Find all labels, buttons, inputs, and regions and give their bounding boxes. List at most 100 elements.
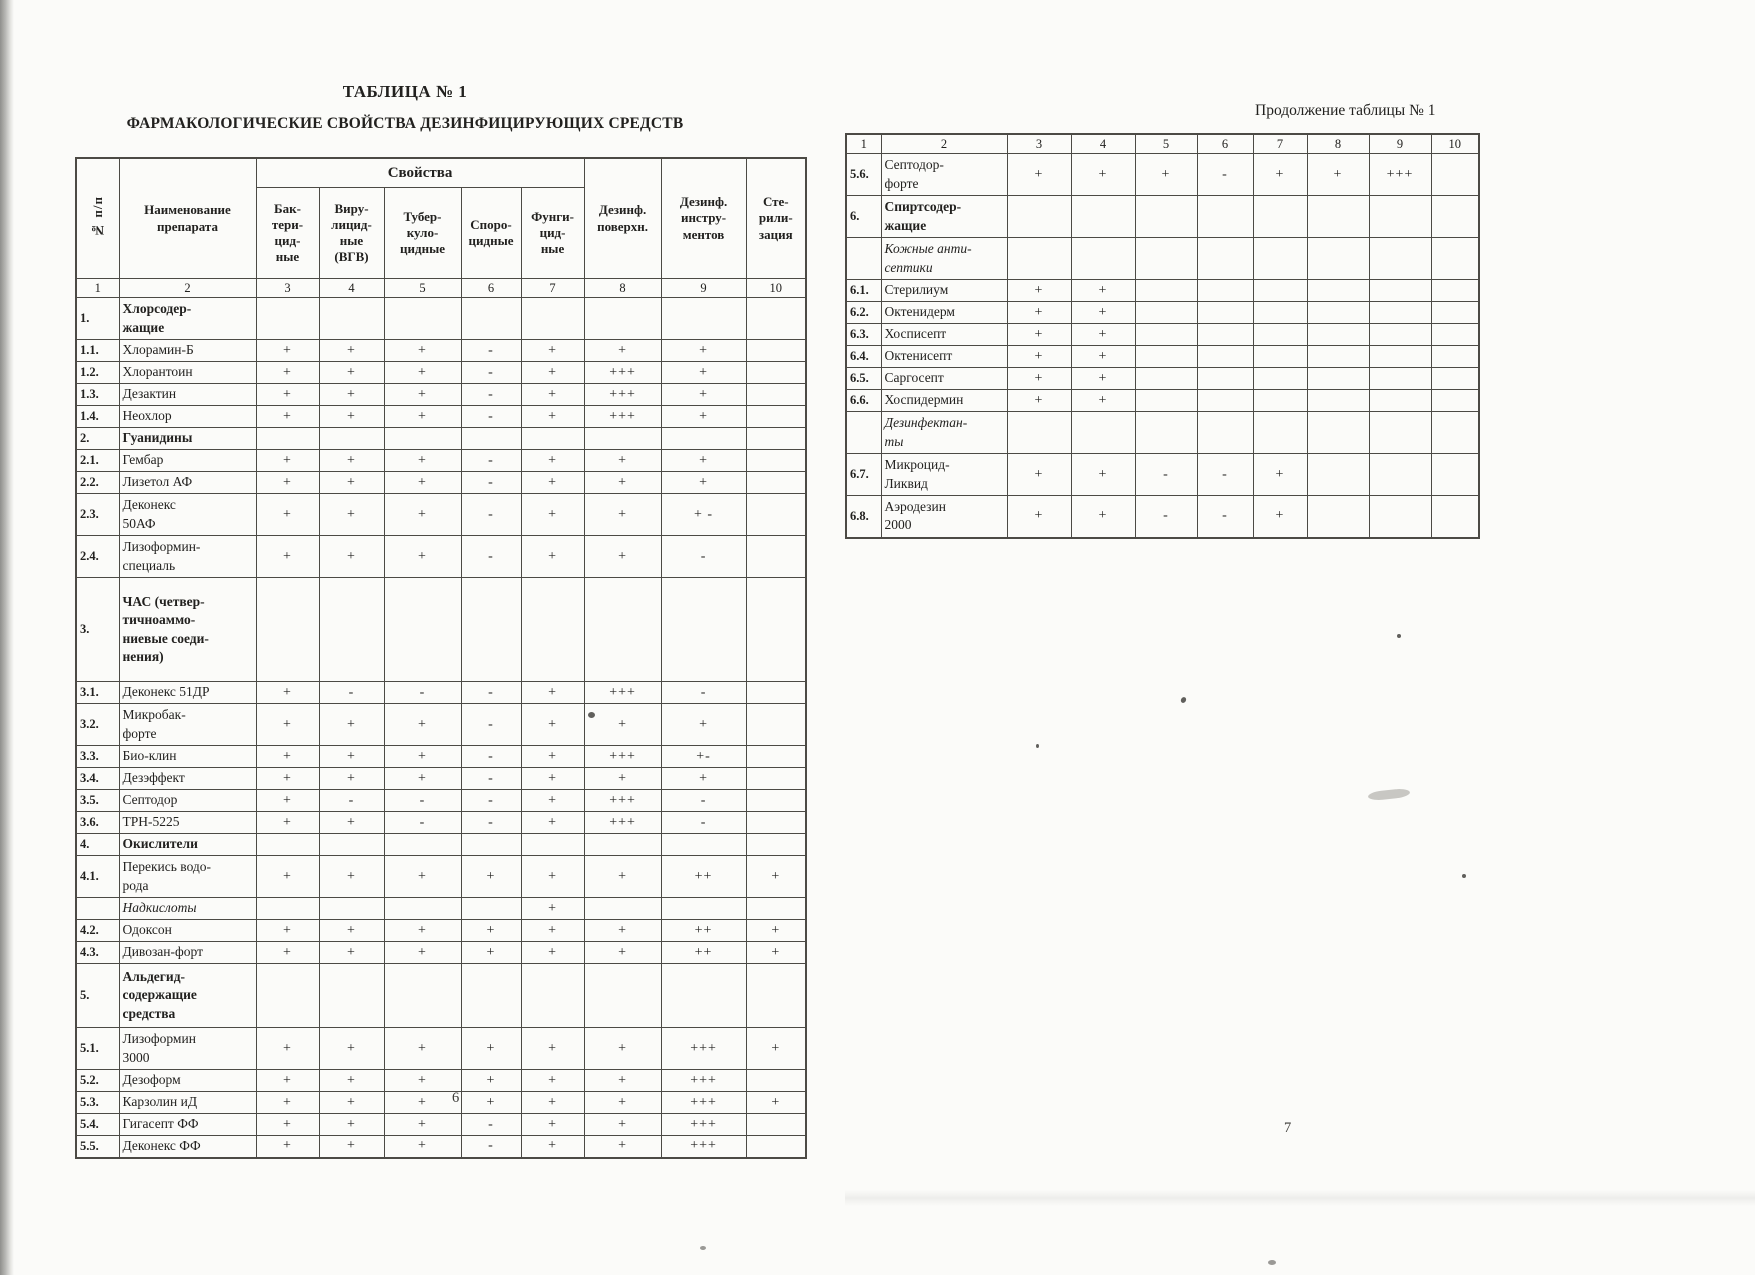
- property-value: +: [383, 941, 462, 964]
- property-value: -: [1196, 153, 1254, 196]
- row-number: 3.3.: [75, 745, 120, 768]
- preparation-name: ТРН-5225: [118, 811, 257, 834]
- property-value: [1196, 345, 1254, 368]
- property-value: +: [520, 767, 585, 790]
- property-value: [1134, 411, 1198, 454]
- property-value: [1070, 195, 1136, 238]
- ink-blot: [1036, 744, 1039, 748]
- property-value: +++: [583, 681, 662, 704]
- property-value: [1306, 453, 1370, 496]
- property-value: [745, 1135, 807, 1158]
- preparation-name: Спиртсодер- жащие: [880, 195, 1008, 238]
- property-value: [460, 963, 522, 1028]
- column-numbers-row: 1 2 3 4 5 6 7 8 9 10: [845, 133, 1480, 154]
- property-value: -: [460, 493, 522, 536]
- property-value: [1306, 389, 1370, 412]
- table-row: 5.1. Лизоформин 3000 + + + + + + +++ +: [75, 1027, 807, 1070]
- property-value: [1134, 367, 1198, 390]
- property-value: +: [583, 941, 662, 964]
- property-value: +: [383, 703, 462, 746]
- property-value: [745, 339, 807, 362]
- property-value: +: [520, 535, 585, 578]
- table-row: 2.2. Лизетол АФ + + + - + + +: [75, 471, 807, 494]
- row-number: 1.: [75, 297, 120, 340]
- table-row: 3.6. ТРН-5225 + + - - + +++ -: [75, 811, 807, 834]
- property-value: [383, 897, 462, 920]
- preparation-name: Хлорамин-Б: [118, 339, 257, 362]
- property-value: +: [1134, 153, 1198, 196]
- table-row: 5. Альдегид- содержащие средства: [75, 963, 807, 1028]
- property-value: -: [1196, 495, 1254, 538]
- property-value: -: [660, 535, 747, 578]
- property-value: [318, 577, 385, 682]
- property-value: +: [255, 1069, 320, 1092]
- row-number: 2.2.: [75, 471, 120, 494]
- property-value: +: [1070, 301, 1136, 324]
- property-value: +: [1252, 495, 1308, 538]
- continuation-title: Продолжение таблицы № 1: [1255, 102, 1436, 119]
- property-value: -: [383, 789, 462, 812]
- preparation-name: Лизоформин 3000: [118, 1027, 257, 1070]
- property-value: +: [383, 919, 462, 942]
- property-value: +: [1006, 495, 1072, 538]
- property-value: [1252, 411, 1308, 454]
- property-value: +: [1070, 389, 1136, 412]
- property-value: [1430, 367, 1480, 390]
- column-number: 2: [118, 278, 257, 298]
- property-value: [1430, 389, 1480, 412]
- property-value: +++: [660, 1027, 747, 1070]
- property-value: [1430, 279, 1480, 302]
- column-number: 7: [1252, 133, 1308, 154]
- property-value: -: [318, 681, 385, 704]
- property-value: +++: [583, 405, 662, 428]
- property-value: +: [255, 1027, 320, 1070]
- property-value: [318, 833, 385, 856]
- table-row: 3.3. Био-клин + + + - + +++ +-: [75, 745, 807, 768]
- property-value: +: [583, 471, 662, 494]
- preparation-name: Деконекс 51ДР: [118, 681, 257, 704]
- scan-edge-shadow: [0, 0, 14, 1275]
- property-value: +: [255, 535, 320, 578]
- property-value: +: [383, 767, 462, 790]
- property-value: -: [460, 339, 522, 362]
- table-row: 5.3. Карзолин иД + + + + + + +++ +: [75, 1091, 807, 1114]
- column-number: 6: [460, 278, 522, 298]
- property-value: +: [383, 405, 462, 428]
- property-value: +: [583, 703, 662, 746]
- preparation-name: Деконекс ФФ: [118, 1135, 257, 1158]
- property-value: +: [520, 493, 585, 536]
- property-value: +: [520, 681, 585, 704]
- preparation-name: Карзолин иД: [118, 1091, 257, 1114]
- property-value: +: [255, 339, 320, 362]
- property-value: [1134, 279, 1198, 302]
- property-value: +: [255, 811, 320, 834]
- col-header-sporicidal: Споро- цидные: [460, 187, 522, 279]
- property-value: +: [318, 493, 385, 536]
- property-value: +: [520, 897, 585, 920]
- row-number: 4.2.: [75, 919, 120, 942]
- column-number: 7: [520, 278, 585, 298]
- property-value: [1196, 323, 1254, 346]
- property-value: +: [520, 449, 585, 472]
- property-value: +: [1006, 367, 1072, 390]
- table-row: 4.1. Перекись водо- рода + + + + + + ++ +: [75, 855, 807, 898]
- property-value: [1430, 153, 1480, 196]
- property-value: +: [383, 339, 462, 362]
- property-value: [1252, 389, 1308, 412]
- preparation-name: Гигасепт ФФ: [118, 1113, 257, 1136]
- property-value: [1134, 389, 1198, 412]
- col-header-name: Наименование препарата: [118, 157, 257, 279]
- property-value: +: [383, 1069, 462, 1092]
- property-value: [1006, 411, 1072, 454]
- row-number: 1.2.: [75, 361, 120, 384]
- column-numbers-row: 1 2 3 4 5 6 7 8 9 10: [75, 278, 807, 298]
- property-value: +: [318, 703, 385, 746]
- row-number: 6.2.: [845, 301, 882, 324]
- property-value: +: [520, 811, 585, 834]
- property-value: [255, 897, 320, 920]
- property-value: +: [318, 811, 385, 834]
- preparation-name: Хоспидермин: [880, 389, 1008, 412]
- column-number: 1: [845, 133, 882, 154]
- property-value: -: [460, 811, 522, 834]
- table-row: 5.5. Деконекс ФФ + + + - + + +++: [75, 1135, 807, 1158]
